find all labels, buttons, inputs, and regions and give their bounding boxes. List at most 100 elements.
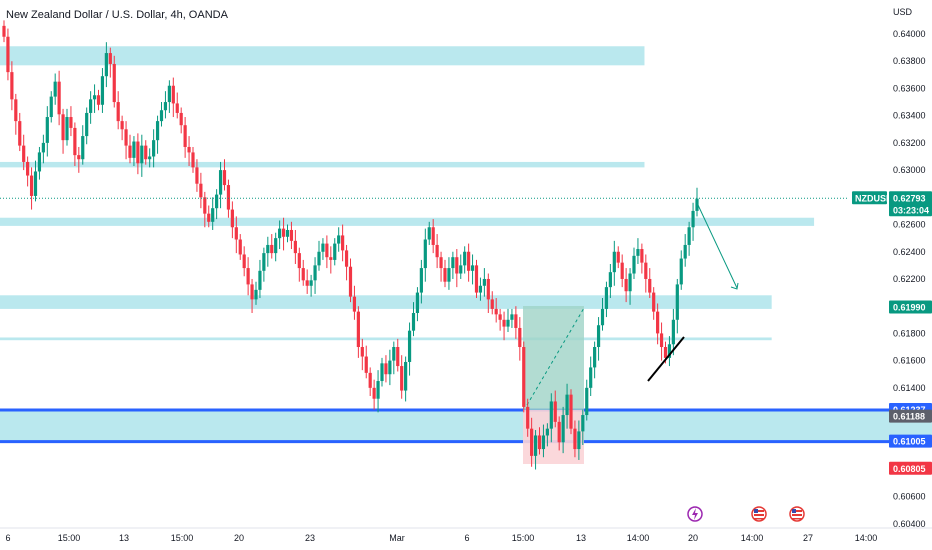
candle-body: [77, 155, 81, 160]
us-flag-icon[interactable]: [751, 506, 767, 522]
candle-body: [667, 344, 672, 358]
event-icons[interactable]: [687, 506, 805, 522]
candle-body: [325, 243, 329, 258]
candle-body: [600, 308, 605, 326]
support-resistance-zone[interactable]: [0, 410, 932, 442]
candle-body: [553, 401, 557, 422]
position-profit-box[interactable]: [523, 306, 584, 410]
candle-body: [372, 387, 376, 399]
candle-body: [530, 428, 534, 456]
candle-body: [2, 25, 6, 37]
time-tick-label: Mar: [389, 533, 405, 543]
price-tick-label: 0.63200: [893, 138, 926, 148]
candle-body: [317, 251, 321, 266]
candle-body: [159, 110, 164, 122]
candle-body: [270, 244, 274, 254]
candle-body: [510, 314, 514, 320]
candle-body: [218, 170, 223, 195]
candle-body: [329, 257, 333, 260]
candle-body: [435, 244, 439, 258]
candle-body: [45, 117, 49, 143]
candle-body: [632, 255, 636, 274]
candle-body: [89, 99, 93, 113]
candle-body: [596, 325, 601, 348]
drawings-layer[interactable]: [647, 204, 739, 382]
candle-body: [388, 360, 392, 375]
price-tag-value: 0.61188: [893, 412, 925, 422]
candle-body: [506, 319, 510, 327]
candle-body: [423, 239, 427, 269]
projection-arrow-head: [730, 282, 739, 290]
candle-body: [459, 265, 463, 274]
candle-body: [333, 243, 337, 260]
candle-body: [187, 146, 191, 153]
candle-body: [234, 227, 238, 240]
candle-body: [246, 268, 250, 285]
candle-body: [565, 394, 569, 416]
candle-body: [274, 238, 278, 254]
price-tag-value: 0.62793: [893, 193, 926, 203]
candle-body: [498, 314, 502, 320]
candle-body: [545, 428, 549, 436]
candle-body: [561, 415, 565, 443]
candle-body: [301, 268, 305, 281]
support-resistance-zone[interactable]: [0, 217, 815, 226]
candle-body: [569, 394, 573, 429]
price-tick-label: 0.64000: [893, 29, 926, 39]
price-tag-value: 0.61005: [893, 437, 926, 447]
candle-body: [683, 244, 687, 259]
candle-body: [238, 239, 242, 255]
time-tick-label: 15:00: [512, 533, 535, 543]
time-tick-label: 27: [803, 533, 813, 543]
candle-body: [61, 114, 65, 141]
candle-body: [360, 347, 364, 357]
time-tick-label: 6: [5, 533, 10, 543]
candle-body: [589, 367, 593, 388]
candle-body: [41, 142, 45, 153]
candle-body: [644, 262, 648, 279]
candle-body: [49, 96, 53, 118]
candle-body: [250, 284, 254, 300]
candle-body: [419, 268, 423, 293]
support-resistance-zone[interactable]: [0, 295, 772, 309]
candle-body: [155, 121, 160, 141]
candle-body: [175, 103, 179, 113]
candle-body: [628, 273, 632, 292]
candle-body: [26, 161, 30, 176]
candle-body: [163, 102, 168, 111]
projection-arrow-line[interactable]: [697, 204, 738, 289]
price-tag-value: 0.61990: [893, 303, 926, 313]
candle-body: [470, 265, 475, 271]
candle-body: [659, 333, 664, 348]
candle-body: [207, 213, 211, 222]
candle-body: [675, 284, 679, 320]
candle-body: [262, 253, 266, 271]
zones-layer: [0, 46, 932, 444]
price-tag-value: 0.60805: [893, 464, 926, 474]
candle-body: [108, 53, 112, 64]
candle-body: [258, 270, 262, 290]
support-resistance-zone[interactable]: [0, 337, 772, 341]
candle-body: [392, 347, 396, 361]
support-resistance-zone[interactable]: [0, 161, 645, 168]
support-resistance-zone[interactable]: [0, 46, 645, 66]
time-tick-label: 14:00: [855, 533, 878, 543]
us-flag-icon[interactable]: [789, 506, 805, 522]
candle-body: [33, 171, 38, 196]
candle-body: [222, 170, 227, 186]
candle-body: [585, 387, 589, 416]
candle-body: [455, 257, 459, 274]
time-axis[interactable]: 6 15:00 13 15:00 20 23 Mar 6 15:00 13 14:00 20 14:00…: [0, 527, 932, 543]
candle-body: [337, 235, 341, 244]
candle-body: [171, 85, 175, 104]
candle-body: [203, 197, 207, 214]
candle-body: [96, 95, 101, 105]
candle-body: [313, 265, 317, 281]
candle-body: [124, 129, 128, 146]
chart-title: New Zealand Dollar / U.S. Dollar, 4h, OA…: [6, 9, 229, 21]
candle-body: [289, 229, 294, 241]
lightning-icon[interactable]: [687, 506, 703, 522]
trend-line-black[interactable]: [647, 336, 685, 382]
candle-body: [533, 435, 538, 456]
